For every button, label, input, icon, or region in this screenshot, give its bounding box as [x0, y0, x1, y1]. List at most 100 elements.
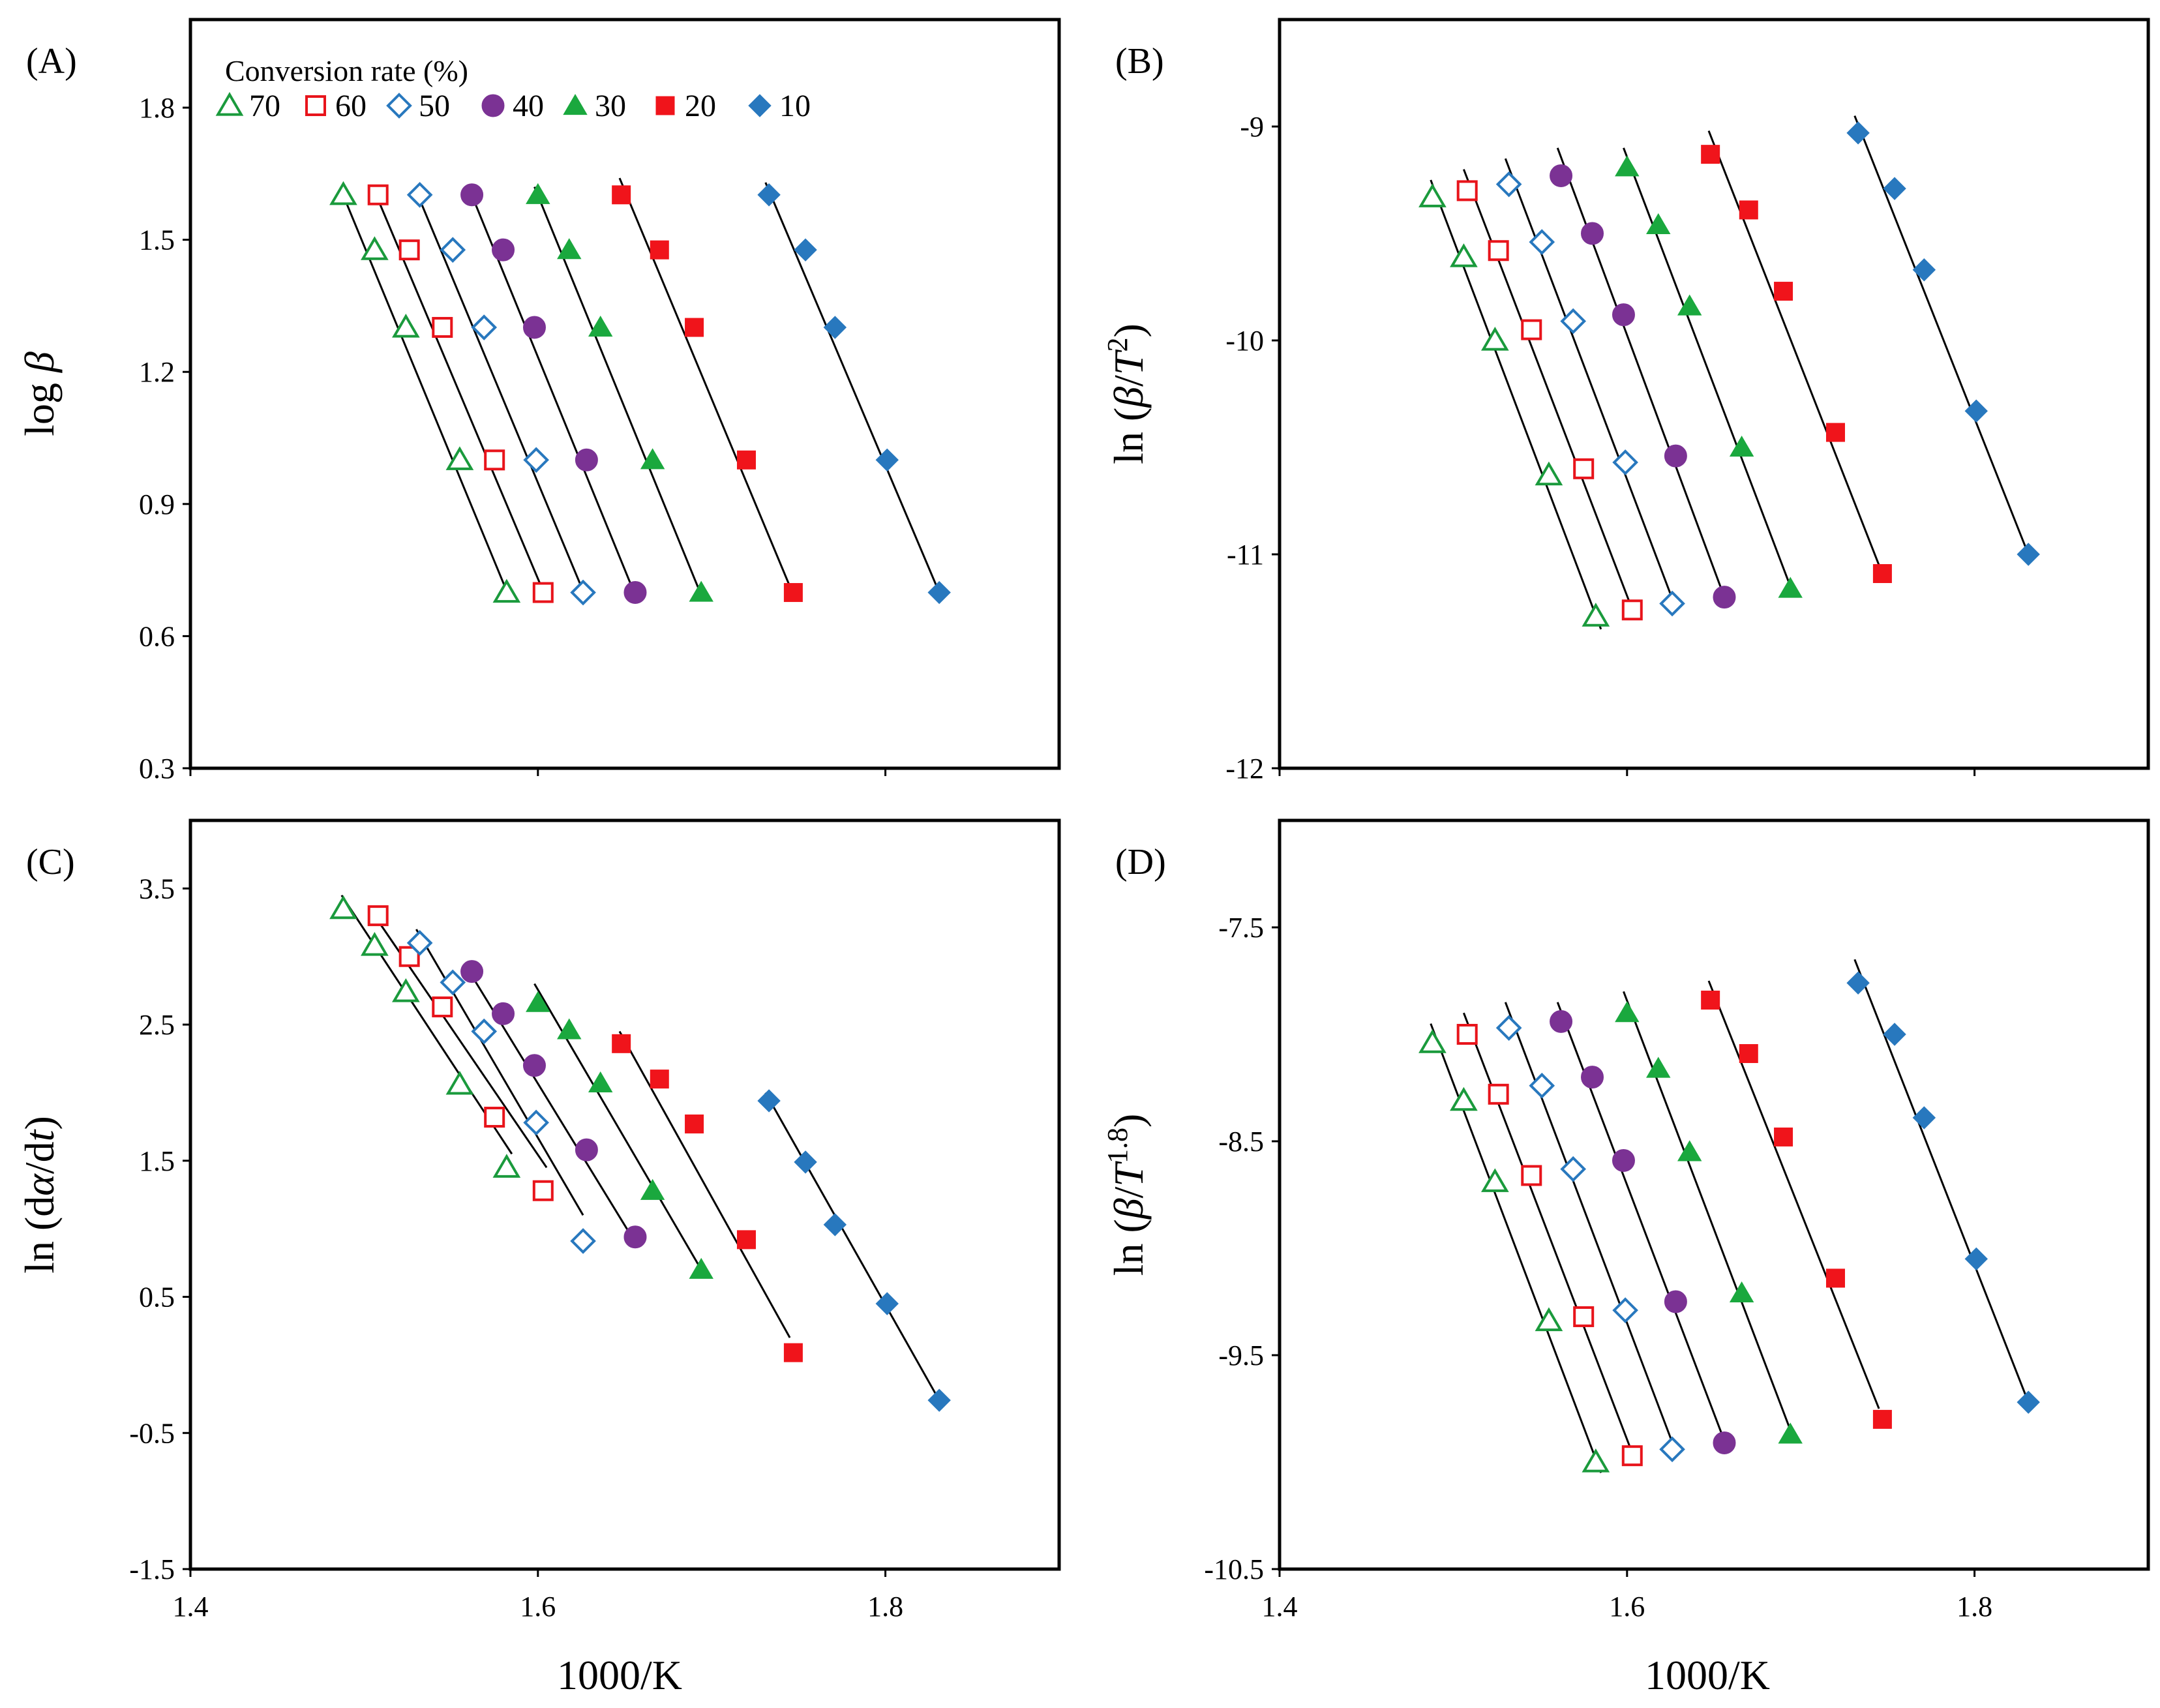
x-tick-label: 1.8 [867, 1591, 903, 1623]
data-point-10 [1912, 1106, 1936, 1130]
data-point-70 [1582, 1448, 1610, 1473]
data-point-40 [460, 960, 484, 983]
data-point-70 [445, 446, 474, 470]
data-point-70 [492, 578, 521, 603]
data-point-70 [1481, 327, 1509, 351]
data-point-20 [685, 1114, 704, 1133]
y-tick-label: 0.6 [139, 620, 175, 652]
data-point-60 [1573, 1306, 1595, 1327]
data-point-70 [361, 932, 389, 956]
y-axis-title-part: log [16, 372, 63, 436]
data-point-40 [575, 448, 598, 472]
x-tick-label: 1.6 [520, 1591, 556, 1623]
data-point-70 [329, 895, 357, 920]
y-axis-title-part: t [16, 1128, 63, 1141]
y-tick-label: 1.8 [139, 92, 175, 124]
legend-label-70: 70 [249, 89, 280, 123]
data-point-10 [1964, 1247, 1988, 1271]
data-point-30 [557, 1018, 582, 1040]
data-point-50 [1529, 1072, 1555, 1099]
data-point-60 [1456, 180, 1478, 202]
data-point-10 [927, 1388, 951, 1412]
data-point-20 [1774, 1127, 1793, 1146]
data-point-60 [484, 449, 505, 471]
data-point-60 [1488, 240, 1509, 262]
y-axis-title-part: ln ( [1105, 1219, 1152, 1276]
y-tick-label: -9.5 [1218, 1340, 1264, 1371]
data-point-50 [1560, 308, 1587, 335]
legend: Conversion rate (%) 70 60 50 40 30 20 10 [215, 54, 811, 123]
plot-frame [188, 818, 1061, 1571]
data-point-50 [570, 579, 596, 606]
data-point-20 [1701, 145, 1720, 164]
fit-line-20 [1707, 130, 1880, 565]
y-tick-label: -12 [1225, 753, 1264, 785]
data-point-70 [1450, 1086, 1478, 1111]
x-axis-title-right: 1000/K [1645, 1652, 1770, 1698]
y-tick-label: -10 [1225, 325, 1264, 357]
data-point-70 [492, 1154, 521, 1178]
data-point-60 [1521, 319, 1542, 340]
y-axis-title-part: T [1105, 1161, 1152, 1187]
y-axis-title-part: /d [16, 1141, 63, 1174]
data-point-10 [1912, 258, 1936, 282]
data-point-50 [1659, 1436, 1685, 1463]
fit-line-40 [1556, 147, 1726, 598]
x-axis-title-left: 1000/K [557, 1652, 682, 1698]
fit-line-20 [618, 1030, 791, 1338]
y-tick-label: -9 [1240, 111, 1264, 143]
data-point-50 [440, 969, 466, 996]
fit-line-20 [1707, 980, 1880, 1409]
legend-label-60: 60 [335, 89, 367, 123]
legend-marker-10 [748, 94, 772, 117]
data-point-40 [492, 238, 515, 262]
data-point-20 [1739, 200, 1758, 220]
plot-frame [188, 18, 1061, 770]
data-point-20 [783, 1343, 803, 1362]
data-point-20 [1701, 991, 1720, 1010]
data-point-70 [1418, 1029, 1447, 1053]
data-point-10 [2017, 543, 2040, 566]
y-axis-title-part: β [1105, 1198, 1152, 1220]
data-point-30 [689, 1257, 713, 1279]
data-point-40 [1664, 444, 1687, 468]
data-point-30 [1778, 1422, 1803, 1444]
data-point-10 [875, 1292, 899, 1315]
data-point-40 [1581, 222, 1604, 245]
data-point-70 [1582, 603, 1610, 627]
data-point-30 [1729, 436, 1754, 457]
data-point-60 [484, 1107, 505, 1128]
data-point-50 [1495, 171, 1522, 198]
x-tick-label: 1.6 [1609, 1591, 1645, 1623]
data-point-20 [1739, 1044, 1758, 1064]
data-point-10 [1964, 399, 1988, 423]
panel-b: -12 -11 -10 -9 (B) ln (β/T2) [1102, 18, 2150, 785]
data-point-30 [557, 238, 582, 260]
data-point-50 [440, 237, 466, 263]
data-point-20 [1774, 282, 1793, 301]
y-axis-title-part: ln (d [16, 1196, 63, 1274]
y-axis-title: log β [16, 352, 63, 436]
y-tick-label: 0.9 [139, 488, 175, 520]
data-point-30 [1677, 294, 1702, 316]
data-point-60 [532, 1180, 554, 1201]
data-point-30 [640, 1178, 665, 1200]
y-tick-label: 2.5 [139, 1009, 175, 1041]
data-point-50 [471, 1018, 498, 1045]
legend-marker-40 [481, 94, 505, 117]
x-tick-label: 1.4 [1262, 1591, 1298, 1623]
data-point-60 [1621, 1445, 1643, 1467]
data-point-10 [875, 448, 899, 472]
fit-line-50 [1504, 1002, 1677, 1452]
data-point-50 [1560, 1156, 1587, 1182]
y-tick-label: -0.5 [129, 1417, 175, 1449]
y-tick-label: 1.5 [139, 1145, 175, 1177]
data-point-10 [1883, 1023, 1906, 1046]
legend-label-40: 40 [513, 89, 544, 123]
data-point-30 [1615, 1001, 1640, 1023]
y-axis-title-part: 2 [1102, 337, 1133, 352]
y-axis-title-part: α [16, 1173, 63, 1196]
data-point-10 [823, 316, 847, 339]
data-point-30 [1646, 213, 1671, 234]
